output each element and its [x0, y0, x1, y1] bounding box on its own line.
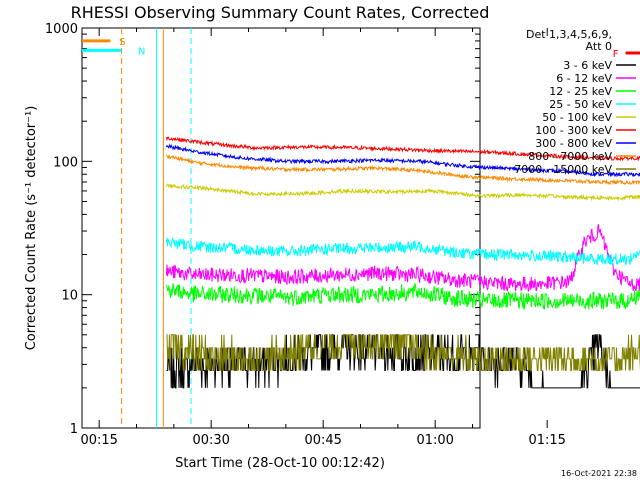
legend-label: 25 - 50 keV [549, 98, 612, 111]
y-axis-label: Corrected Count Rate (s⁻¹ detector⁻¹) [24, 106, 39, 351]
legend-header: Att 0 [586, 40, 612, 53]
x-tick-label: 01:15 [528, 433, 565, 448]
legend-label: 3 - 6 keV [563, 59, 612, 72]
chart-title: RHESSI Observing Summary Count Rates, Co… [71, 3, 490, 22]
y-tick-label: 1 [70, 422, 78, 437]
x-tick-label: 00:30 [192, 433, 229, 448]
plot-frame [81, 27, 481, 429]
flag-label-n: N [138, 46, 145, 57]
series-line [165, 143, 640, 178]
series-line [166, 334, 640, 371]
x-tick-label: 00:15 [80, 433, 117, 448]
legend-label: 7000 - 15000 keV [514, 163, 612, 176]
series-line [165, 283, 640, 311]
series-line [165, 136, 640, 162]
plot-area: 00:1500:3000:4501:0001:1501:3001:4511010… [45, 22, 640, 448]
flag-label-s: S [119, 37, 125, 48]
legend-label: 100 - 300 keV [535, 124, 612, 137]
series-line [165, 154, 640, 186]
x-tick-label: 00:45 [304, 433, 341, 448]
legend-label: 800 - 7000 keV [528, 150, 612, 163]
series-line [165, 237, 640, 266]
x-tick-label: 01:00 [416, 433, 453, 448]
x-axis-label: Start Time (28-Oct-10 00:12:42) [175, 456, 385, 471]
legend-label: 300 - 800 keV [535, 137, 612, 150]
flag-label-f: F [613, 49, 619, 60]
footer-timestamp: 16-Oct-2021 22:38 [561, 469, 637, 478]
series-line [165, 224, 640, 292]
series-line [165, 183, 640, 202]
legend-label: 12 - 25 keV [549, 85, 612, 98]
legend-label: 50 - 100 keV [542, 111, 612, 124]
y-tick-label: 100 [53, 155, 78, 170]
y-tick-label: 10 [61, 289, 78, 304]
legend-label: 6 - 12 keV [556, 72, 612, 85]
legend-header: Det 1,3,4,5,6,9, [526, 28, 612, 41]
y-tick-label: 1000 [45, 22, 78, 37]
